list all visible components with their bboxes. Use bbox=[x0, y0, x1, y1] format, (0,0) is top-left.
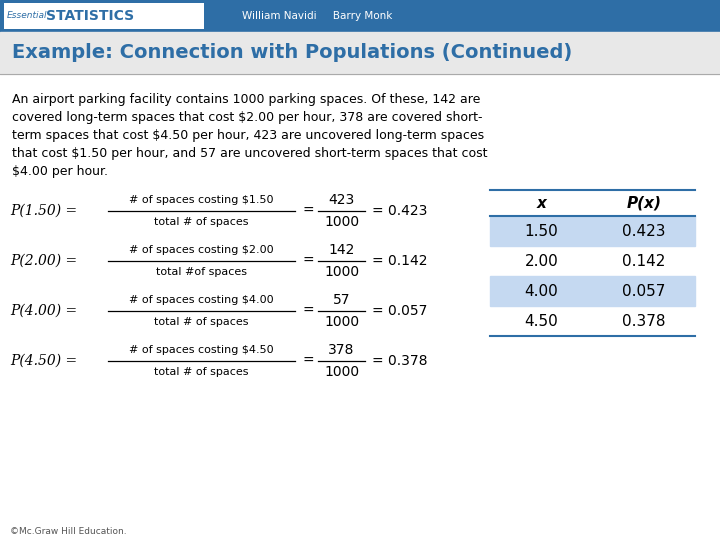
Text: 4.00: 4.00 bbox=[524, 284, 558, 299]
Text: covered long-term spaces that cost $2.00 per hour, 378 are covered short-: covered long-term spaces that cost $2.00… bbox=[12, 111, 482, 124]
Text: 423: 423 bbox=[328, 193, 355, 207]
Bar bbox=[490, 276, 695, 306]
Text: 0.423: 0.423 bbox=[622, 224, 665, 239]
Text: that cost $1.50 per hour, and 57 are uncovered short-term spaces that cost: that cost $1.50 per hour, and 57 are unc… bbox=[12, 146, 487, 159]
Text: =: = bbox=[303, 354, 315, 368]
Text: P(x): P(x) bbox=[626, 195, 661, 211]
Text: An airport parking facility contains 1000 parking spaces. Of these, 142 are: An airport parking facility contains 100… bbox=[12, 92, 480, 105]
Text: 57: 57 bbox=[333, 293, 350, 307]
Text: Essential: Essential bbox=[7, 11, 48, 21]
Text: = 0.423: = 0.423 bbox=[372, 204, 428, 218]
Bar bbox=[4, 3, 204, 29]
Text: = 0.142: = 0.142 bbox=[372, 254, 428, 268]
Text: 2.00: 2.00 bbox=[524, 253, 558, 268]
Text: =: = bbox=[303, 254, 315, 268]
Text: 142: 142 bbox=[328, 243, 355, 257]
Bar bbox=[490, 216, 695, 246]
Text: 1.50: 1.50 bbox=[524, 224, 558, 239]
Text: 1000: 1000 bbox=[324, 215, 359, 229]
Text: =: = bbox=[303, 204, 315, 218]
Text: P(4.00) =: P(4.00) = bbox=[10, 304, 77, 318]
Text: x: x bbox=[536, 195, 546, 211]
Text: =: = bbox=[303, 304, 315, 318]
Text: total # of spaces: total # of spaces bbox=[154, 317, 248, 327]
Text: = 0.378: = 0.378 bbox=[372, 354, 428, 368]
Text: ©Mc.Graw Hill Education.: ©Mc.Graw Hill Education. bbox=[10, 528, 127, 537]
Text: 378: 378 bbox=[328, 343, 355, 357]
Bar bbox=[0, 0, 720, 32]
Text: Example: Connection with Populations (Continued): Example: Connection with Populations (Co… bbox=[12, 44, 572, 63]
Text: 0.378: 0.378 bbox=[622, 314, 665, 328]
Text: term spaces that cost $4.50 per hour, 423 are uncovered long-term spaces: term spaces that cost $4.50 per hour, 42… bbox=[12, 129, 484, 141]
Text: P(1.50) =: P(1.50) = bbox=[10, 204, 77, 218]
Text: P(2.00) =: P(2.00) = bbox=[10, 254, 77, 268]
Text: = 0.057: = 0.057 bbox=[372, 304, 428, 318]
Bar bbox=[0, 32, 720, 74]
Text: total #of spaces: total #of spaces bbox=[156, 267, 247, 277]
Text: # of spaces costing $2.00: # of spaces costing $2.00 bbox=[129, 245, 274, 255]
Text: STATISTICS: STATISTICS bbox=[46, 9, 134, 23]
Text: 1000: 1000 bbox=[324, 315, 359, 329]
Text: # of spaces costing $4.00: # of spaces costing $4.00 bbox=[129, 295, 274, 305]
Text: 1000: 1000 bbox=[324, 365, 359, 379]
Text: 0.142: 0.142 bbox=[622, 253, 665, 268]
Text: 4.50: 4.50 bbox=[524, 314, 558, 328]
Text: # of spaces costing $1.50: # of spaces costing $1.50 bbox=[130, 195, 274, 205]
Text: total # of spaces: total # of spaces bbox=[154, 217, 248, 227]
Text: 0.057: 0.057 bbox=[622, 284, 665, 299]
Text: 1000: 1000 bbox=[324, 265, 359, 279]
Text: $4.00 per hour.: $4.00 per hour. bbox=[12, 165, 108, 178]
Text: William Navidi     Barry Monk: William Navidi Barry Monk bbox=[242, 11, 392, 21]
Text: # of spaces costing $4.50: # of spaces costing $4.50 bbox=[129, 345, 274, 355]
Text: total # of spaces: total # of spaces bbox=[154, 367, 248, 377]
Text: P(4.50) =: P(4.50) = bbox=[10, 354, 77, 368]
